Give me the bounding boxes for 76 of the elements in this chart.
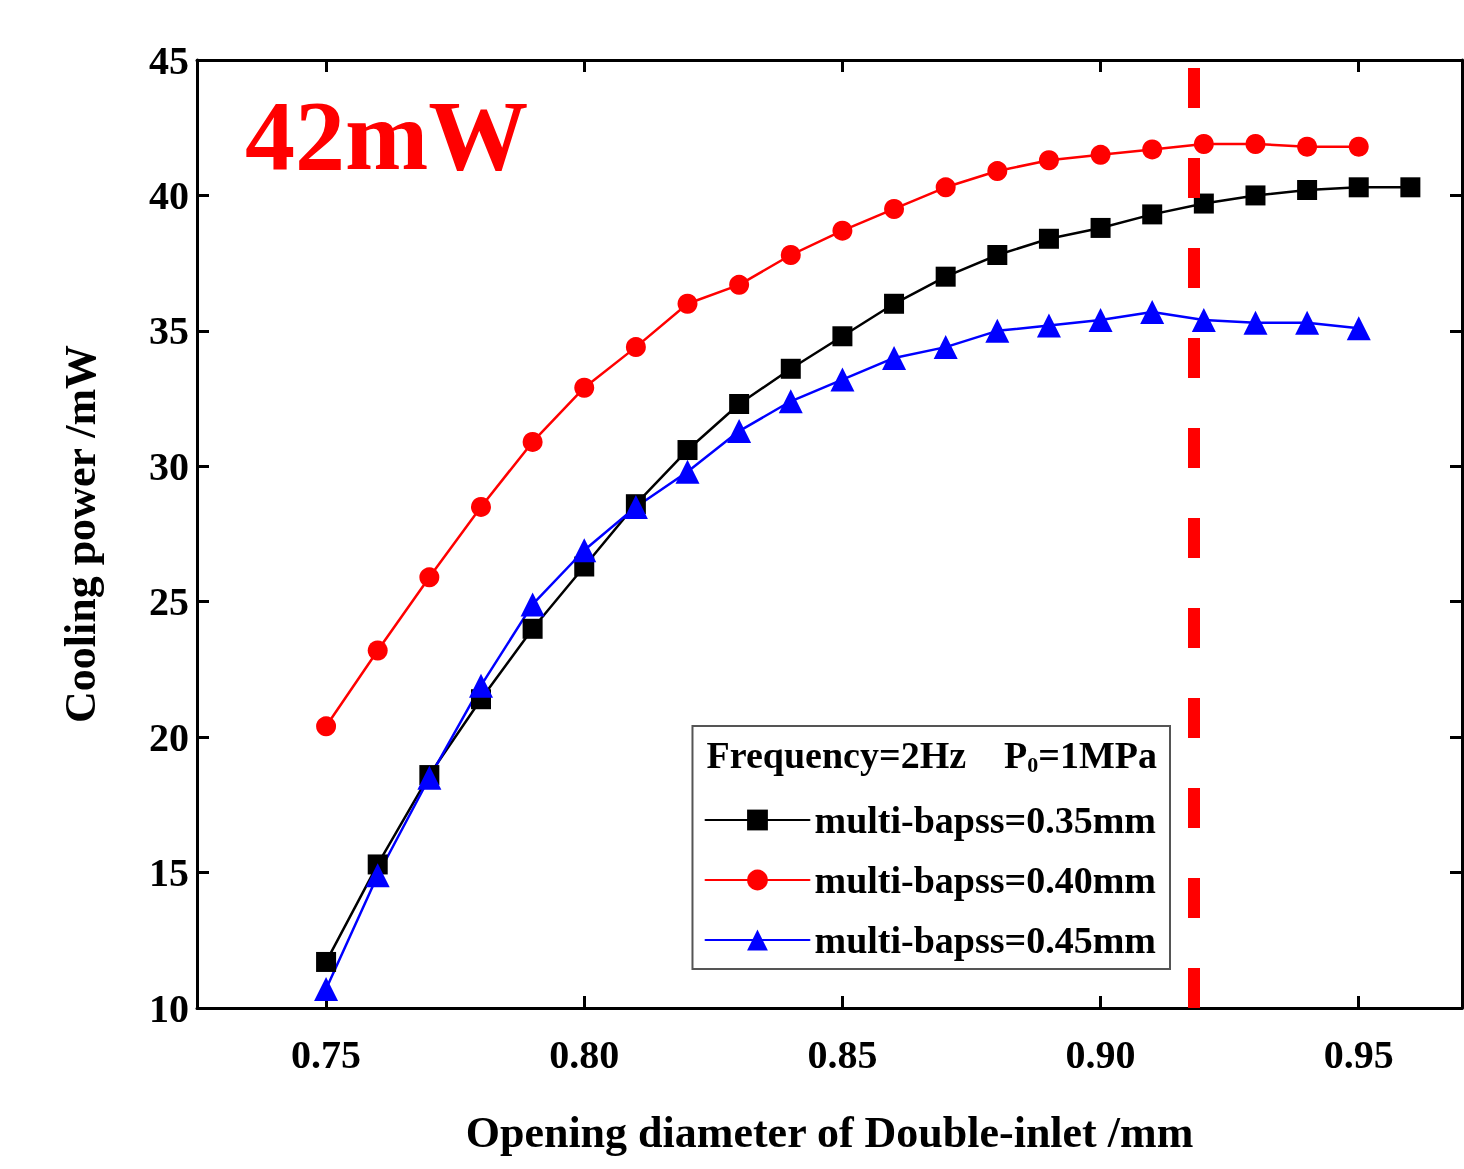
point <box>987 245 1008 266</box>
point <box>1090 144 1111 165</box>
point <box>677 440 698 461</box>
point <box>935 266 956 287</box>
point <box>832 220 853 241</box>
point <box>367 640 388 661</box>
point <box>780 358 801 379</box>
point <box>522 618 543 639</box>
point <box>727 419 752 444</box>
point <box>884 198 905 219</box>
point <box>1297 180 1318 201</box>
x-tick-label: 0.75 <box>291 1031 362 1077</box>
point <box>1038 150 1059 171</box>
point <box>832 326 853 347</box>
point <box>1193 133 1214 154</box>
point <box>520 592 545 617</box>
point <box>1193 193 1214 214</box>
point <box>935 177 956 198</box>
point <box>1243 310 1268 335</box>
annotation: 42mW <box>245 79 529 191</box>
x-axis-title: Opening diameter of Double-inlet /mm <box>465 1107 1194 1157</box>
y-tick-label: 20 <box>149 714 189 760</box>
y-tick-label: 25 <box>149 579 189 625</box>
x-tick-label: 0.85 <box>807 1031 878 1077</box>
point <box>365 863 390 888</box>
legend-label: multi-bapss=0.45mm <box>814 919 1157 961</box>
point <box>468 673 493 698</box>
point <box>884 293 905 314</box>
point <box>1297 136 1318 157</box>
point <box>1142 139 1163 160</box>
point <box>677 293 698 314</box>
x-tick-label: 0.80 <box>549 1031 620 1077</box>
point <box>625 337 646 358</box>
y-tick-label: 30 <box>149 443 189 489</box>
x-tick-label: 0.90 <box>1065 1031 1136 1077</box>
point <box>729 393 750 414</box>
point <box>780 245 801 266</box>
point <box>778 389 803 414</box>
point <box>1090 217 1111 238</box>
y-tick-label: 15 <box>149 850 189 896</box>
point <box>933 335 958 360</box>
point <box>1038 228 1059 249</box>
point <box>729 274 750 295</box>
point <box>675 459 700 484</box>
point <box>830 367 855 392</box>
point <box>316 951 337 972</box>
point <box>522 431 543 452</box>
y-tick-label: 35 <box>149 308 189 354</box>
y-tick-label: 10 <box>149 985 189 1031</box>
point <box>1191 308 1216 333</box>
legend-label: multi-bapss=0.35mm <box>814 799 1157 841</box>
point <box>471 496 491 517</box>
point <box>882 345 907 370</box>
point <box>316 716 337 737</box>
point <box>1348 136 1369 157</box>
point <box>1245 185 1266 206</box>
point <box>1348 177 1369 198</box>
point <box>1140 299 1165 324</box>
y-tick-label: 40 <box>149 172 189 218</box>
point <box>574 377 595 398</box>
point <box>419 567 440 588</box>
point <box>1400 177 1421 198</box>
point <box>1346 316 1371 341</box>
y-axis-title: Cooling power /mW <box>55 344 105 724</box>
x-tick-label: 0.95 <box>1323 1031 1394 1077</box>
point <box>1142 204 1163 225</box>
point <box>572 538 597 563</box>
legend-label: multi-bapss=0.40mm <box>814 859 1157 901</box>
point <box>985 318 1010 343</box>
point <box>1245 133 1266 154</box>
y-tick-label: 45 <box>149 37 189 83</box>
point <box>1088 308 1113 333</box>
point <box>987 161 1008 182</box>
point <box>314 977 339 1002</box>
point <box>1036 313 1061 338</box>
point <box>1295 310 1320 335</box>
